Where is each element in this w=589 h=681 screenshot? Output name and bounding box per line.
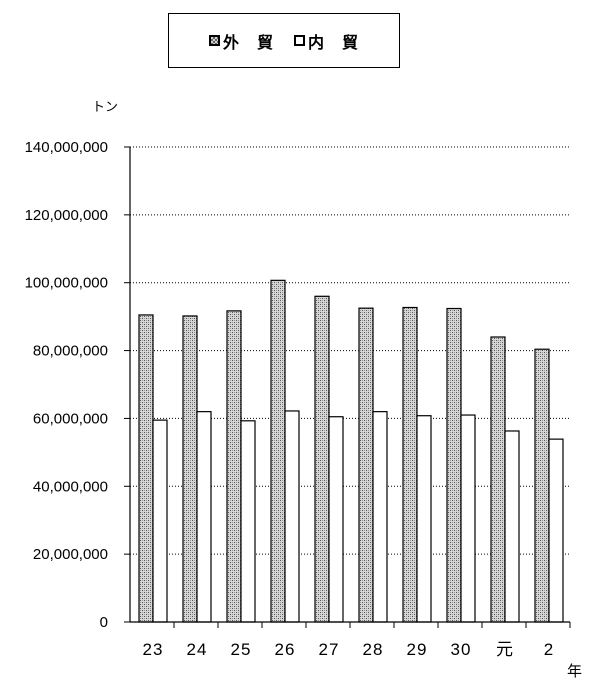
x-tick-label: 25 bbox=[231, 640, 252, 659]
x-tick-label: 28 bbox=[363, 640, 384, 659]
legend-label-outer: 外 貿 bbox=[222, 32, 274, 52]
bar-inner-trade bbox=[152, 419, 168, 623]
y-tick-label: 40,000,000 bbox=[33, 478, 108, 495]
y-tick-label: 120,000,000 bbox=[25, 207, 108, 224]
y-tick-label: 60,000,000 bbox=[33, 410, 108, 427]
bar-inner-trade bbox=[328, 416, 344, 623]
y-tick-label: 100,000,000 bbox=[25, 275, 108, 292]
bar-inner-trade bbox=[372, 411, 388, 623]
legend-item-inner: 内 貿 bbox=[294, 29, 359, 53]
bar-inner-trade bbox=[460, 414, 476, 623]
y-tick-label: 0 bbox=[100, 614, 108, 631]
legend-item-outer: 外 貿 bbox=[208, 29, 274, 53]
bar-outer-trade bbox=[314, 295, 330, 623]
bar-inner-trade bbox=[284, 410, 300, 623]
bar-inner-trade bbox=[548, 438, 564, 623]
bar-inner-trade bbox=[416, 415, 432, 623]
x-tick-label: 29 bbox=[407, 640, 428, 659]
bars bbox=[138, 279, 564, 623]
bar-inner-trade bbox=[196, 411, 212, 623]
x-tick-label: 23 bbox=[143, 640, 164, 659]
x-tick-label: 2 bbox=[544, 640, 554, 659]
y-unit-label: トン bbox=[92, 100, 119, 115]
bar-outer-trade bbox=[446, 307, 462, 623]
y-tick-label: 80,000,000 bbox=[33, 343, 108, 360]
x-tick-label: 27 bbox=[319, 640, 340, 659]
bar-outer-trade bbox=[182, 315, 198, 623]
bar-outer-trade bbox=[270, 279, 286, 623]
x-tick-label: 24 bbox=[187, 640, 208, 659]
bar-outer-trade bbox=[534, 348, 550, 623]
x-tick-label: 26 bbox=[275, 640, 296, 659]
y-tick-label: 20,000,000 bbox=[33, 546, 108, 563]
hatched-swatch-icon bbox=[208, 35, 220, 46]
axes bbox=[124, 146, 571, 628]
bar-outer-trade bbox=[138, 314, 154, 623]
x-unit-label: 年 bbox=[567, 662, 583, 680]
bar-outer-trade bbox=[226, 310, 242, 623]
plain-swatch-icon bbox=[294, 35, 305, 46]
legend-label-inner: 内 貿 bbox=[308, 32, 360, 52]
x-tick-label: 元 bbox=[496, 640, 514, 659]
bar-inner-trade bbox=[504, 430, 520, 623]
bar-outer-trade bbox=[490, 336, 506, 623]
legend: 外 貿 内 貿 bbox=[168, 13, 400, 68]
bar-outer-trade bbox=[402, 306, 418, 623]
bar-outer-trade bbox=[358, 307, 374, 623]
y-tick-label: 140,000,000 bbox=[25, 139, 108, 156]
x-tick-label: 30 bbox=[451, 640, 472, 659]
tick-labels: 0 20,000,000 40,000,000 60,000,000 80,000,00… bbox=[25, 139, 554, 659]
bar-inner-trade bbox=[240, 420, 256, 623]
